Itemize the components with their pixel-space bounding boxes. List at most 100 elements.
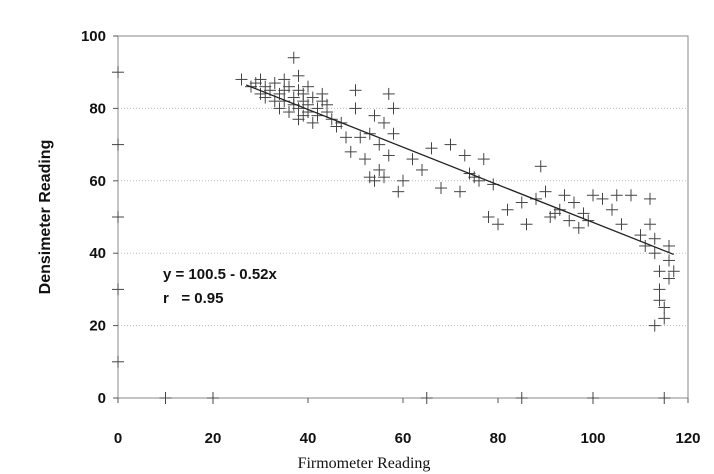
data-point (639, 239, 652, 252)
data-point (587, 392, 599, 404)
data-point (663, 239, 675, 252)
data-point (477, 153, 490, 166)
data-point (444, 138, 457, 151)
data-point (254, 87, 267, 100)
data-point (425, 142, 438, 155)
data-point (610, 189, 623, 202)
data-point (501, 203, 514, 216)
data-point (515, 392, 528, 404)
data-point (644, 218, 656, 231)
axis-ticks: 0 20 40 60 80 100 0 20 40 60 80 100 120 (81, 28, 701, 447)
data-point (311, 109, 324, 122)
data-point (644, 192, 656, 205)
x-tick-label: 20 (205, 430, 222, 447)
data-point (344, 145, 357, 158)
data-point (283, 80, 295, 93)
data-point (278, 73, 291, 86)
data-point (302, 80, 314, 93)
data-point (292, 69, 305, 82)
data-point (387, 102, 400, 115)
data-point (520, 218, 533, 231)
data-point (378, 171, 390, 184)
data-point (306, 91, 319, 104)
data-point (534, 160, 547, 173)
data-point (349, 102, 362, 115)
data-point (382, 87, 395, 100)
data-point (606, 203, 618, 216)
data-point (492, 218, 504, 231)
y-axis-label: Densimeter Reading (37, 140, 54, 295)
data-point (235, 73, 248, 86)
data-point (558, 189, 571, 202)
data-point (273, 102, 286, 115)
data-point (112, 138, 124, 151)
data-point (306, 116, 319, 129)
regression-line (246, 84, 674, 256)
data-point (373, 138, 386, 151)
data-point (287, 98, 300, 111)
data-point (373, 163, 386, 176)
x-tick-label: 40 (300, 430, 317, 447)
x-tick-label: 60 (395, 430, 412, 447)
data-point (544, 211, 557, 223)
data-point (658, 392, 671, 404)
data-point (653, 283, 666, 296)
data-point (159, 392, 172, 404)
data-point (667, 265, 680, 278)
data-point (387, 127, 400, 140)
x-axis-label: Firmometer Reading (298, 455, 431, 472)
data-point (287, 51, 300, 64)
data-point (653, 294, 666, 307)
data-point (316, 95, 329, 108)
x-tick-label: 120 (675, 430, 700, 447)
data-point (658, 301, 671, 314)
data-point (587, 189, 599, 202)
data-point (297, 109, 310, 122)
data-point (625, 189, 637, 202)
x-tick-label: 0 (114, 430, 122, 447)
data-point (454, 185, 466, 198)
y-tick-label: 80 (89, 100, 106, 117)
data-point (112, 355, 124, 368)
data-point (648, 232, 661, 245)
data-point (615, 218, 628, 231)
data-point (539, 185, 552, 198)
regression-equation: y = 100.5 - 0.52x (163, 266, 277, 283)
data-point (435, 182, 447, 195)
data-point (572, 221, 585, 234)
y-tick-label: 60 (89, 173, 106, 190)
data-point (530, 192, 542, 205)
data-point (596, 192, 609, 205)
data-point (482, 211, 495, 223)
data-point (416, 163, 428, 176)
data-point (663, 254, 675, 267)
data-point (368, 109, 381, 122)
data-point (577, 207, 590, 220)
data-point (112, 66, 124, 79)
y-tick-label: 0 (98, 390, 106, 407)
data-point (359, 153, 371, 166)
data-point (292, 113, 305, 126)
data-point (406, 153, 419, 166)
x-tick-label: 100 (580, 430, 605, 447)
correlation-coefficient: r = 0.95 (163, 290, 223, 307)
data-point (397, 174, 409, 187)
data-point (283, 106, 295, 119)
data-point (653, 265, 666, 278)
data-point (254, 73, 267, 86)
data-point (278, 84, 291, 97)
plot-area-frame (117, 35, 689, 399)
data-point (648, 247, 661, 260)
data-point (340, 131, 352, 144)
data-point (568, 196, 580, 209)
data-points (112, 51, 680, 404)
data-point (268, 77, 281, 90)
data-point (354, 131, 367, 144)
data-point (112, 211, 124, 223)
x-tick-label: 80 (490, 430, 507, 447)
data-point (648, 319, 661, 332)
data-point (292, 84, 305, 97)
data-point (392, 185, 405, 198)
data-point (368, 174, 381, 187)
